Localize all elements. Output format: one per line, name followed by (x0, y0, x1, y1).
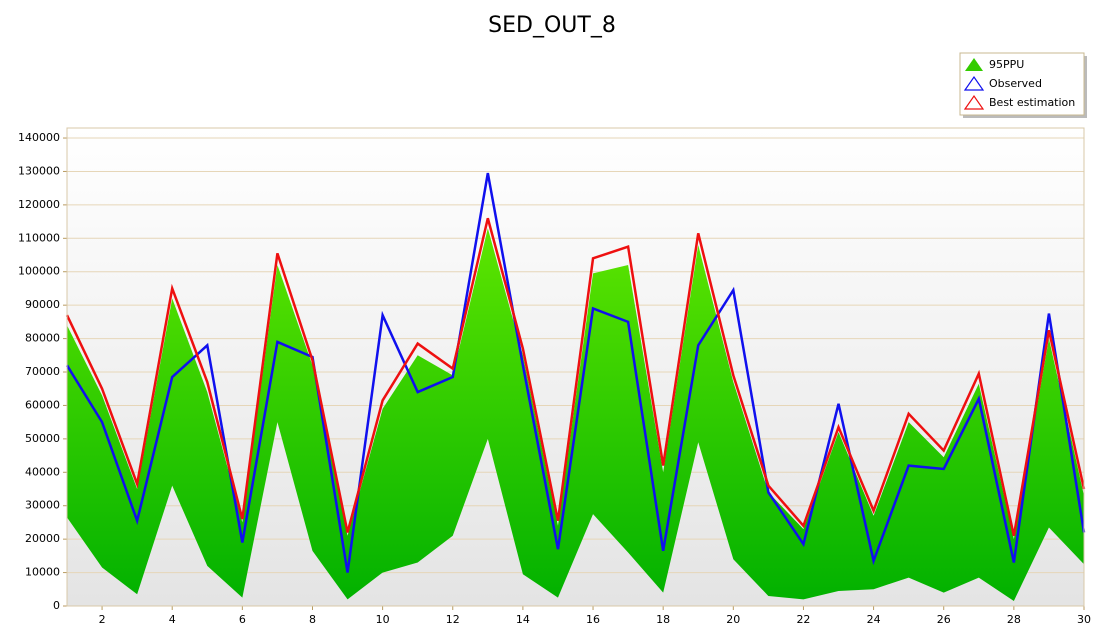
series-line (65, 172, 1086, 573)
x-tick-label: 2 (99, 613, 106, 626)
y-tick-label: 140000 (18, 131, 60, 144)
x-tick-label: 28 (1007, 613, 1021, 626)
y-tick-label: 120000 (18, 198, 60, 211)
y-tick-label: 80000 (25, 332, 60, 345)
legend-label: 95PPU (989, 58, 1024, 71)
y-tick-label: 50000 (25, 432, 60, 445)
x-tick-label: 24 (867, 613, 881, 626)
legend-icon (963, 75, 985, 91)
x-tick-label: 10 (376, 613, 390, 626)
x-tick-label: 16 (586, 613, 600, 626)
x-tick-label: 18 (656, 613, 670, 626)
y-tick-label: 60000 (25, 398, 60, 411)
y-tick-label: 0 (53, 599, 60, 612)
y-tick-label: 130000 (18, 164, 60, 177)
y-tick-label: 20000 (25, 532, 60, 545)
x-tick-label: 8 (309, 613, 316, 626)
x-tick-label: 20 (726, 613, 740, 626)
legend-label: Best estimation (989, 96, 1075, 109)
legend-icon (963, 94, 985, 110)
plot-border (66, 127, 1085, 607)
x-tick-label: 6 (239, 613, 246, 626)
y-tick-label: 90000 (25, 298, 60, 311)
legend-label: Observed (989, 77, 1042, 90)
x-tick-label: 26 (937, 613, 951, 626)
x-tick-label: 14 (516, 613, 530, 626)
series-line (65, 217, 1086, 537)
ppu-band (67, 228, 1084, 601)
y-tick-label: 100000 (18, 265, 60, 278)
y-tick-label: 70000 (25, 365, 60, 378)
x-tick-label: 30 (1077, 613, 1091, 626)
chart-title: SED_OUT_8 (488, 13, 616, 38)
x-tick-label: 12 (446, 613, 460, 626)
legend-icon (965, 58, 983, 71)
x-tick-label: 4 (169, 613, 176, 626)
y-tick-label: 30000 (25, 499, 60, 512)
y-tick-label: 110000 (18, 231, 60, 244)
x-tick-label: 22 (796, 613, 810, 626)
y-tick-label: 40000 (25, 465, 60, 478)
y-tick-label: 10000 (25, 566, 60, 579)
